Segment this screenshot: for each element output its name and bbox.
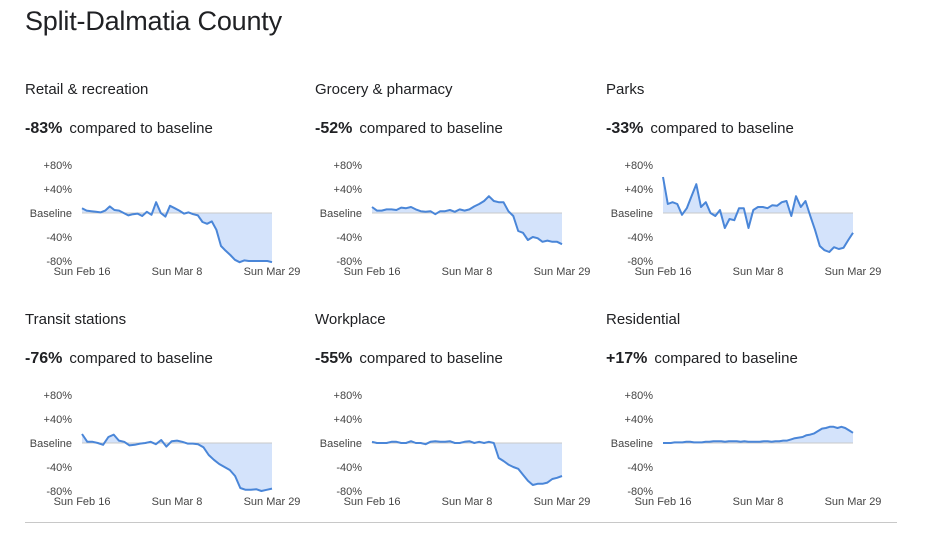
category-title: Grocery & pharmacy (315, 81, 453, 98)
y-tick-label: +40% (44, 184, 73, 196)
category-title: Parks (606, 81, 645, 98)
y-tick-label: Baseline (320, 208, 362, 220)
panel-transit: Transit stations -76% compared to baselin… (25, 311, 315, 541)
x-tick-label: Sun Mar 8 (733, 496, 784, 508)
series-line (371, 440, 563, 486)
change-area (663, 426, 853, 443)
y-tick-label: +80% (334, 390, 363, 402)
y-tick-label: -40% (627, 232, 653, 244)
change-value: -33% (606, 120, 644, 137)
bottom-divider (25, 522, 897, 523)
y-tick-label: Baseline (30, 438, 72, 450)
change-area (82, 434, 272, 491)
compare-label: compared to baseline (69, 120, 213, 137)
y-tick-label: +80% (44, 390, 73, 402)
x-tick-label: Sun Mar 29 (534, 496, 591, 508)
change-area (663, 177, 853, 252)
y-tick-label: -80% (336, 256, 362, 268)
y-tick-label: -40% (46, 462, 72, 474)
y-tick-label: -80% (627, 486, 653, 498)
x-tick-label: Sun Feb 16 (344, 496, 401, 508)
y-tick-label: -80% (46, 256, 72, 268)
change-summary: +17% compared to baseline (606, 350, 798, 368)
y-tick-label: +80% (625, 390, 654, 402)
series-line (663, 425, 854, 444)
series-line (371, 195, 563, 246)
change-value: -76% (25, 350, 63, 367)
change-value: +17% (606, 350, 648, 367)
grocery-chart: +80% +40% Baseline -40% -80%Sun Feb 16 Sun Ma… (320, 160, 591, 278)
compare-label: compared to baseline (654, 350, 798, 367)
y-tick-label: -40% (627, 462, 653, 474)
change-value: -83% (25, 120, 63, 137)
y-tick-label: +80% (44, 160, 73, 172)
series-line (81, 201, 273, 264)
y-tick-label: +40% (625, 184, 654, 196)
panel-parks: Parks -33% compared to baseline +80% +40% B… (606, 81, 896, 311)
compare-label: compared to baseline (359, 120, 503, 137)
compare-label: compared to baseline (650, 120, 794, 137)
page-title: Split-Dalmatia County (25, 6, 282, 36)
y-tick-label: -40% (336, 232, 362, 244)
retail-chart: +80% +40% Baseline -40% -80%Sun Feb 16 Sun Ma… (30, 160, 301, 278)
x-tick-label: Sun Mar 29 (244, 496, 301, 508)
x-tick-label: Sun Feb 16 (635, 496, 692, 508)
x-tick-label: Sun Mar 8 (152, 496, 203, 508)
series-line (81, 433, 273, 492)
y-tick-label: -40% (336, 462, 362, 474)
y-tick-label: Baseline (320, 438, 362, 450)
x-tick-label: Sun Mar 8 (733, 266, 784, 278)
y-tick-label: +80% (625, 160, 654, 172)
workplace-chart: +80% +40% Baseline -40% -80%Sun Feb 16 Sun Ma… (320, 390, 591, 508)
change-summary: -33% compared to baseline (606, 120, 794, 138)
y-tick-label: +40% (334, 414, 363, 426)
category-title: Retail & recreation (25, 81, 149, 98)
parks-chart: +80% +40% Baseline -40% -80%Sun Feb 16 Sun Ma… (611, 160, 882, 278)
change-summary: -52% compared to baseline (315, 120, 503, 138)
y-tick-label: +40% (625, 414, 654, 426)
y-tick-label: +80% (334, 160, 363, 172)
panel-workplace: Workplace -55% compared to baseline +80% +… (315, 311, 605, 541)
y-tick-label: +40% (44, 414, 73, 426)
change-value: -52% (315, 120, 353, 137)
change-summary: -76% compared to baseline (25, 350, 213, 368)
y-tick-label: -80% (336, 486, 362, 498)
y-tick-label: +40% (334, 184, 363, 196)
x-tick-label: Sun Mar 8 (442, 496, 493, 508)
x-tick-label: Sun Mar 29 (825, 496, 882, 508)
compare-label: compared to baseline (359, 350, 503, 367)
compare-label: compared to baseline (69, 350, 213, 367)
category-title: Workplace (315, 311, 386, 328)
change-area (372, 441, 562, 485)
residential-chart: +80% +40% Baseline -40% -80%Sun Feb 16 Sun Ma… (611, 390, 882, 508)
y-tick-label: -80% (46, 486, 72, 498)
change-summary: -83% compared to baseline (25, 120, 213, 138)
panel-retail: Retail & recreation -83% compared to base… (25, 81, 315, 311)
x-tick-label: Sun Feb 16 (635, 266, 692, 278)
x-tick-label: Sun Feb 16 (54, 266, 111, 278)
x-tick-label: Sun Feb 16 (54, 496, 111, 508)
y-tick-label: Baseline (30, 208, 72, 220)
x-tick-label: Sun Mar 29 (825, 266, 882, 278)
change-area (372, 196, 562, 245)
panel-residential: Residential +17% compared to baseline +80… (606, 311, 896, 541)
change-value: -55% (315, 350, 353, 367)
x-tick-label: Sun Mar 29 (534, 266, 591, 278)
y-tick-label: Baseline (611, 438, 653, 450)
x-tick-label: Sun Mar 29 (244, 266, 301, 278)
change-summary: -55% compared to baseline (315, 350, 503, 368)
category-title: Residential (606, 311, 681, 328)
x-tick-label: Sun Mar 8 (442, 266, 493, 278)
x-tick-label: Sun Mar 8 (152, 266, 203, 278)
y-tick-label: -40% (46, 232, 72, 244)
category-title: Transit stations (25, 311, 127, 328)
change-area (82, 202, 272, 263)
series-line (662, 176, 854, 253)
transit-chart: +80% +40% Baseline -40% -80%Sun Feb 16 Sun Ma… (30, 390, 301, 508)
y-tick-label: -80% (627, 256, 653, 268)
y-tick-label: Baseline (611, 208, 653, 220)
panel-grocery: Grocery & pharmacy -52% compared to basel… (315, 81, 605, 311)
x-tick-label: Sun Feb 16 (344, 266, 401, 278)
